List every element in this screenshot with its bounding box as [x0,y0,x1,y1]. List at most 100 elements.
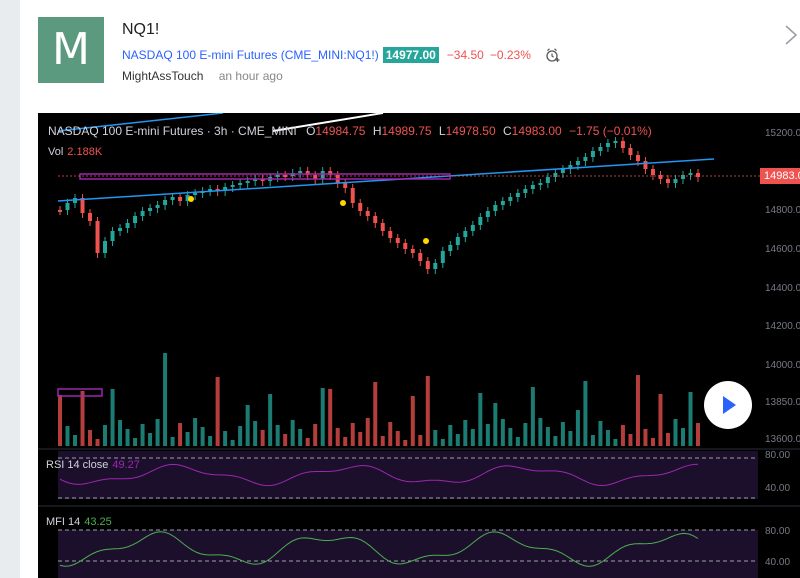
add-alert-icon[interactable] [545,47,561,63]
volume-bar [560,422,565,446]
volume-bar [245,405,250,446]
chart-snapshot[interactable]: NASDAQ 100 E-mini Futures · 3h · CME_MIN… [38,113,800,578]
candle-body [440,251,445,263]
left-gutter [0,0,20,578]
ohlc-open: 14984.75 [315,124,366,138]
candle-body [485,211,490,217]
candle-body [343,183,348,188]
ohlc-high: 14989.75 [381,124,432,138]
candle-body [478,217,483,225]
candle-body [613,141,618,143]
ohlc-low: 14978.50 [445,124,496,138]
volume-bar [170,437,175,446]
candle-body [365,211,370,216]
candle-body [673,179,678,183]
volume-bar [283,434,288,446]
candle-body [418,253,423,261]
volume-bar [658,394,663,446]
candle-body [590,151,595,157]
volume-bar [403,440,408,446]
ohlc-high-label: H [372,124,382,138]
candle-body [403,243,408,249]
candle-body [388,231,393,238]
volume-bar [350,423,355,446]
volume-bar [58,395,62,446]
candle-body [575,161,580,165]
candle-body [253,179,258,181]
volume-bar [440,439,445,446]
ohlc-open-label: O [306,124,316,138]
price-axis-label: 14600.00 [765,244,800,255]
mfi-value: 43.25 [84,516,112,528]
mfi-legend: MFI 14 43.25 [46,516,112,528]
candle-body [598,147,603,151]
candle-body [553,173,558,177]
volume-bar [88,430,93,446]
mfi-label: MFI 14 [46,516,81,528]
candle-body [238,183,243,185]
price-axis-label: 15200.00 [765,128,800,139]
volume-bar [140,424,145,446]
volume-bar [410,396,415,446]
price-axis-label: 13600.00 [765,434,800,445]
candle-body [628,148,633,155]
rsi-legend: RSI 14 close 49.27 [46,459,140,471]
mfi-band [58,530,758,578]
candle-body [605,143,610,147]
candle-body [523,189,528,193]
candle-body [65,203,70,210]
play-replay-button[interactable] [704,381,752,429]
candle-body [493,205,498,211]
rsi-value: 49.27 [112,459,140,471]
candle-body [298,171,303,173]
volume-bar [290,420,295,446]
idea-card: M NQ1! NASDAQ 100 E-mini Futures (CME_MI… [20,0,800,578]
volume-bar [238,426,243,446]
candle-body [545,177,550,183]
chevron-right-icon[interactable] [782,24,800,46]
author-line: MightAssTouch an hour ago [122,69,283,83]
trendline [57,158,715,202]
candle-body [155,205,160,208]
candle-body [170,197,175,200]
candle-body [508,197,513,201]
volume-bar [65,426,70,446]
last-price-tag: 14983.0 [760,168,800,184]
candle-body [185,195,190,201]
range-box [57,388,103,397]
volume-legend: Vol 2.188K [48,146,102,158]
candle-body [583,157,588,161]
price-badge: 14977.00 [382,47,439,63]
symbol-link[interactable]: NASDAQ 100 E-mini Futures (CME_MINI:NQ1!… [122,48,379,62]
volume-bar [508,428,513,446]
mfi-axis-label: 40.00 [765,557,791,568]
volume-bar [95,439,100,446]
rsi-band [58,451,758,499]
volume-bar [110,389,115,446]
volume-bar [500,419,505,446]
candle-body [110,231,115,241]
candle-body [425,261,430,269]
volume-value: 2.188K [67,146,103,158]
price-axis-label: 14400.00 [765,283,800,294]
signal-marker [340,200,346,206]
candle-body [373,216,378,223]
volume-bar [665,433,670,446]
candle-body [313,175,318,179]
volume-bar [680,428,685,446]
author-name[interactable]: MightAssTouch [122,69,204,83]
candle-body [500,201,505,205]
volume-bar [73,435,78,446]
candle-body [208,189,213,191]
idea-title[interactable]: NQ1! [122,21,160,38]
volume-bar [343,437,348,446]
symbol-avatar[interactable]: M [38,17,104,83]
volume-bar [493,403,498,446]
candle-body [696,173,700,177]
volume-bar [125,429,130,446]
candle-body [350,188,355,203]
volume-bar [650,438,655,446]
candle-body [380,223,385,231]
candle-body [635,155,640,161]
trendline [272,113,384,132]
